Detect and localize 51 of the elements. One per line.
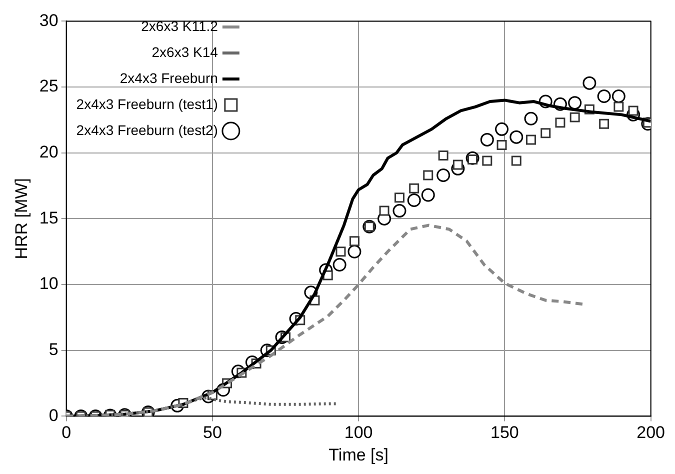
- point: [336, 246, 346, 257]
- point: [379, 206, 390, 216]
- point: [495, 122, 509, 136]
- y-tick-label: 10: [39, 274, 58, 294]
- x-tick-label: 100: [344, 423, 373, 442]
- point: [570, 112, 580, 122]
- x-tick-label: 150: [490, 423, 519, 442]
- y-tick-label: 15: [39, 208, 58, 228]
- x-tick-label: 200: [636, 423, 666, 442]
- point: [436, 168, 450, 182]
- point: [555, 118, 566, 128]
- x-tick-label: 50: [202, 423, 222, 442]
- point: [394, 192, 404, 203]
- legend-label: 2x4x3 Freeburn (test2): [76, 122, 218, 138]
- y-tick-label: 30: [39, 10, 58, 30]
- point: [524, 112, 538, 126]
- legend-label: 2x6x3 K11.2: [141, 18, 218, 34]
- y-tick-label: 5: [48, 340, 58, 360]
- x-tick-label: 0: [62, 423, 72, 442]
- point: [614, 102, 624, 112]
- point: [332, 258, 346, 272]
- point: [482, 156, 492, 166]
- point: [597, 90, 611, 103]
- point: [568, 96, 582, 110]
- point: [349, 236, 360, 246]
- y-tick-label: 0: [48, 406, 58, 425]
- y-axis-title: HRR [MW]: [12, 178, 31, 260]
- line-series: [66, 224, 586, 416]
- point: [438, 150, 448, 160]
- point: [392, 204, 406, 218]
- point: [510, 130, 524, 144]
- point: [421, 188, 435, 202]
- y-tick-label: 20: [39, 142, 58, 162]
- legend-label: 2x4x3 Freeburn: [120, 70, 218, 86]
- point: [582, 76, 596, 90]
- point: [526, 134, 536, 145]
- point: [409, 183, 420, 194]
- point: [511, 156, 522, 166]
- point: [348, 244, 362, 258]
- y-tick-label: 25: [39, 76, 58, 96]
- point: [407, 194, 421, 208]
- legend-label: 2x6x3 K14: [152, 44, 218, 60]
- point: [599, 118, 610, 129]
- point: [628, 106, 638, 116]
- point: [423, 170, 434, 180]
- legend-label: 2x4x3 Freeburn (test1): [76, 96, 218, 112]
- point: [496, 140, 507, 150]
- point: [612, 90, 626, 103]
- point: [540, 128, 551, 138]
- x-axis-title: Time [s]: [328, 445, 388, 464]
- point: [480, 132, 494, 146]
